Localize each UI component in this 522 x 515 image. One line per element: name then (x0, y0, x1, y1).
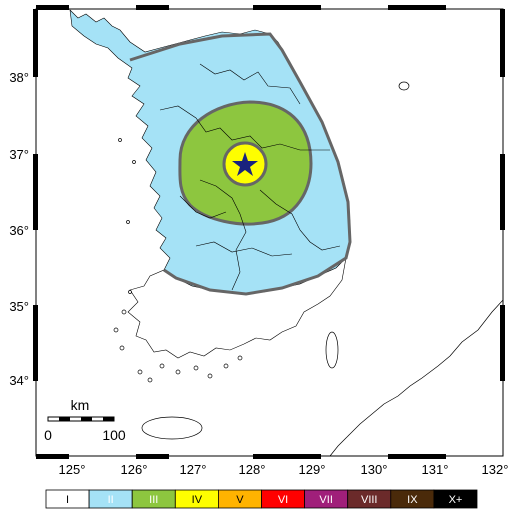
scale-bar-segment (103, 417, 114, 421)
latitude-ticks: 38° 37° 36° 35° 34° (9, 70, 29, 388)
japan-coast (329, 299, 504, 457)
lon-tick-label: 127° (180, 462, 207, 477)
legend-item: V (217, 489, 262, 509)
frame-bars (33, 5, 505, 459)
lon-tick-label: 128° (239, 462, 266, 477)
scale-bar-segment (59, 417, 70, 421)
legend-item: VIII (347, 489, 392, 509)
legend-label: VI (278, 494, 288, 506)
lon-tick-label: 126° (121, 462, 148, 477)
jeju-island (141, 416, 203, 440)
ulleung-island (398, 81, 410, 91)
zone-II-outline (129, 32, 352, 296)
legend-label: V (236, 494, 244, 506)
lat-tick-label: 36° (9, 223, 29, 238)
longitude-ticks: 125° 126° 127° 128° 129° 130° 131° 132° (59, 462, 509, 477)
province-borders (159, 63, 341, 291)
lon-tick-label: 125° (59, 462, 86, 477)
scale-bar: km 0 100 (44, 397, 126, 443)
legend-label: II (108, 494, 114, 506)
tsushima-island (325, 331, 339, 369)
lat-tick-label: 37° (9, 147, 29, 162)
legend-label: IV (192, 494, 203, 506)
legend-item: II (88, 489, 133, 509)
legend-item: VII (304, 489, 349, 509)
scale-unit: km (71, 397, 90, 413)
legend-label: I (66, 494, 69, 506)
scale-bar-segment (81, 417, 92, 421)
legend-swatch (433, 489, 478, 509)
legend-item: X+ (433, 489, 478, 509)
northern-land (36, 9, 503, 60)
lat-tick-label: 34° (9, 373, 29, 388)
lon-tick-label: 130° (361, 462, 388, 477)
scale-end-label: 100 (102, 427, 126, 443)
intensity-legend: I II III IV V VI VII VIII IX X+ (45, 489, 478, 509)
lat-tick-label: 38° (9, 70, 29, 85)
legend-item: IX (390, 489, 435, 509)
star-icon (232, 152, 258, 176)
legend-label: VIII (361, 494, 378, 506)
legend-label: X+ (449, 494, 463, 506)
lat-tick-label: 35° (9, 299, 29, 314)
legend-item: I (45, 489, 90, 509)
lon-tick-label: 131° (422, 462, 449, 477)
legend-item: III (131, 489, 176, 509)
legend-label: IX (407, 494, 418, 506)
legend-item: IV (174, 489, 219, 509)
legend-label: VII (319, 494, 332, 506)
scale-start-label: 0 (44, 427, 52, 443)
legend-label: III (149, 494, 158, 506)
legend-item: VI (261, 489, 305, 509)
lon-tick-label: 129° (299, 462, 326, 477)
lon-tick-label: 132° (482, 462, 509, 477)
islands (113, 81, 504, 457)
